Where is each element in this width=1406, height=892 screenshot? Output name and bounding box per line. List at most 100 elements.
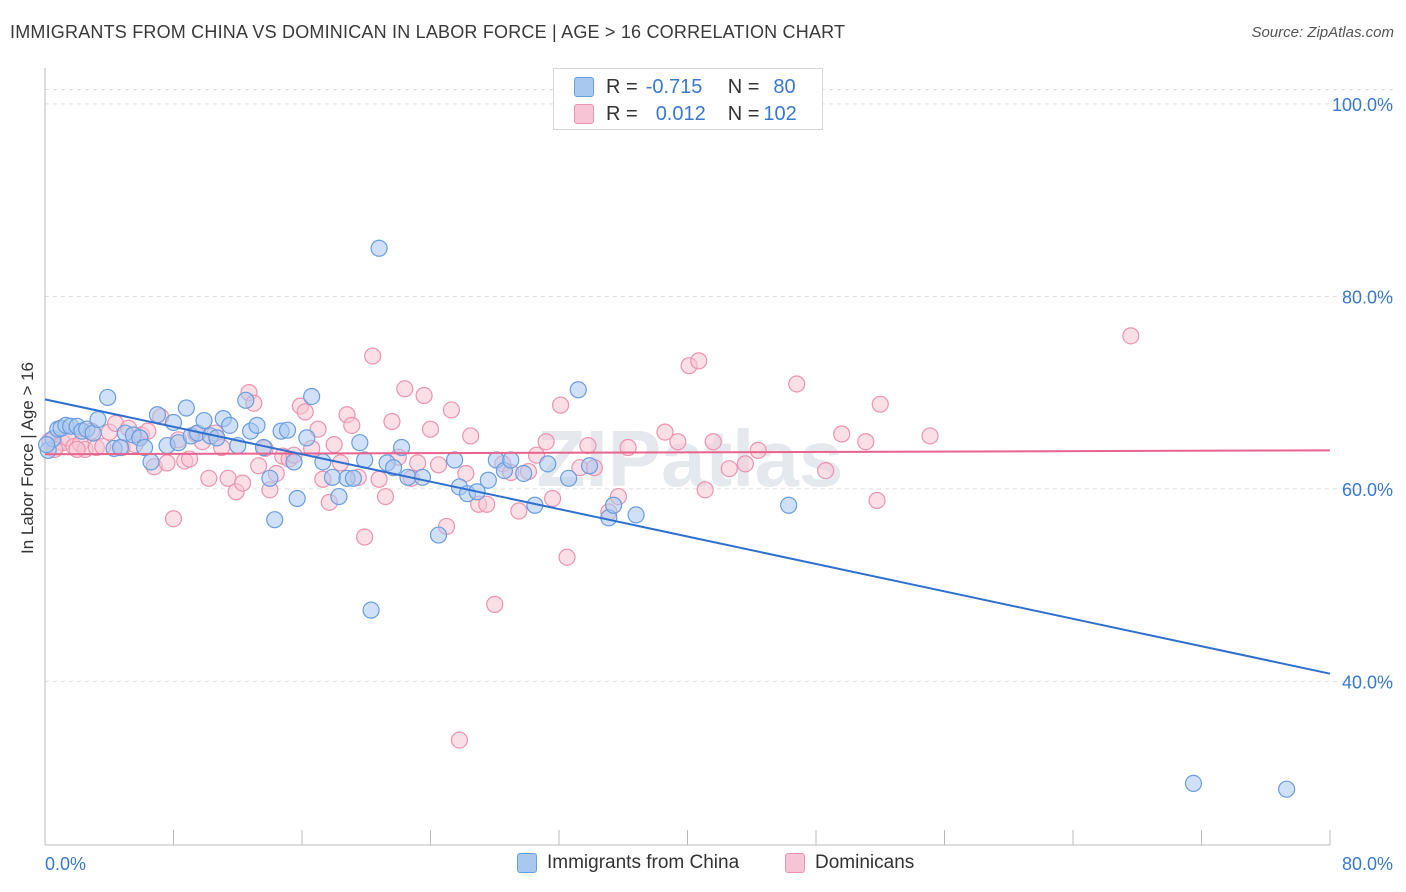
dominican-point	[415, 386, 433, 405]
china-point	[99, 388, 117, 407]
china-point	[1278, 780, 1296, 798]
dominican-point	[158, 454, 176, 472]
china-point	[362, 601, 380, 619]
dominican-point	[696, 481, 714, 499]
legend-item-china: Immigrants from China	[517, 852, 739, 874]
dominican-point	[296, 403, 314, 421]
dominican-point	[857, 433, 875, 451]
china-point	[627, 506, 645, 524]
dominican-point	[558, 548, 576, 566]
china-point	[89, 410, 107, 429]
china-point	[323, 468, 342, 486]
dominican-point	[383, 412, 401, 431]
dominican-point	[749, 441, 767, 459]
china-point	[330, 487, 348, 506]
dominican-point	[421, 420, 440, 438]
r-label: R =	[606, 75, 638, 98]
china-swatch	[517, 853, 537, 873]
dominican-point	[868, 491, 886, 510]
dominican-point	[325, 436, 343, 454]
china-point	[429, 526, 448, 544]
source-credit: Source: ZipAtlas.com	[1251, 24, 1394, 41]
y-tick-label: 60.0%	[1342, 480, 1393, 500]
dominican-point	[356, 528, 374, 546]
china-point	[479, 471, 497, 489]
china-point	[148, 406, 167, 424]
dominican-point	[704, 433, 722, 451]
china-point	[780, 496, 798, 514]
dominican-point	[364, 347, 382, 365]
dominican-point	[180, 450, 199, 468]
china-point	[314, 453, 332, 471]
dominican-point	[442, 401, 460, 419]
dominican-point	[233, 474, 252, 492]
china-point	[370, 239, 388, 257]
dominican-point	[478, 495, 496, 513]
chart-title: IMMIGRANTS FROM CHINA VS DOMINICAN IN LA…	[10, 22, 846, 42]
dominican-point	[396, 380, 414, 398]
dominican-point	[788, 375, 806, 393]
dominican-point	[370, 470, 388, 488]
china-points	[38, 239, 1296, 798]
china-point	[392, 438, 411, 457]
correlation-legend: R = -0.715 N = 80 R = 0.012 N = 102	[553, 68, 823, 130]
china-point	[135, 438, 154, 457]
n-value: 102	[763, 102, 797, 125]
china-point	[515, 464, 533, 483]
dominican-point	[343, 416, 361, 434]
china-point	[221, 416, 239, 434]
dominican-point	[690, 352, 708, 370]
dominican-point	[450, 731, 469, 749]
dominican-point	[921, 427, 939, 445]
dominican-point	[376, 487, 395, 506]
tick-labels: 100.0% 80.0% 60.0% 40.0% 0.0% 80.0%	[45, 95, 1393, 874]
legend-row-china: R = -0.715 N = 80	[574, 76, 796, 98]
china-point	[445, 451, 464, 469]
china-point	[413, 468, 432, 486]
china-point	[351, 434, 369, 452]
dominican-point	[833, 425, 851, 443]
legend-item-dominicans: Dominicans	[785, 852, 914, 874]
dominican-point	[462, 427, 480, 445]
legend-label-dominicans: Dominicans	[815, 852, 915, 873]
legend-row-dominicans: R = 0.012 N = 102	[574, 103, 797, 125]
x-tick-label: 80.0%	[1342, 854, 1393, 874]
dominican-point	[200, 469, 218, 487]
china-point	[303, 387, 321, 406]
dominican-point	[429, 456, 448, 474]
series-legend: Immigrants from China Dominicans	[0, 852, 1406, 876]
dominican-points	[41, 327, 1140, 749]
china-point	[298, 429, 316, 447]
china-point	[344, 469, 362, 487]
trend-lines	[44, 398, 1331, 675]
china-point	[237, 391, 255, 409]
dominican-point	[527, 446, 546, 464]
dominican-point	[164, 510, 183, 528]
china-point	[560, 469, 578, 487]
china-point	[288, 489, 306, 508]
dominicans-swatch	[574, 104, 594, 124]
r-value: 0.012	[655, 102, 706, 125]
china-point	[605, 496, 623, 514]
china-swatch	[574, 77, 594, 97]
dominican-point	[552, 396, 570, 414]
china-point	[278, 421, 297, 439]
dominican-point	[817, 461, 835, 480]
china-point	[539, 455, 557, 473]
dominican-point	[720, 460, 738, 478]
dominican-point	[669, 433, 687, 451]
dominican-point	[1122, 327, 1140, 345]
dominicans-swatch	[785, 853, 805, 873]
dominican-point	[409, 454, 427, 472]
china-point	[38, 436, 56, 454]
china-point	[580, 457, 599, 475]
china-point	[569, 381, 587, 399]
y-tick-label: 40.0%	[1342, 672, 1393, 692]
legend-label-china: Immigrants from China	[547, 852, 740, 873]
dominican-point	[656, 423, 674, 441]
x-tick-label: 0.0%	[45, 854, 86, 874]
y-tick-label: 100.0%	[1332, 95, 1393, 115]
r-value: -0.715	[645, 75, 703, 98]
n-value: 80	[773, 75, 796, 98]
